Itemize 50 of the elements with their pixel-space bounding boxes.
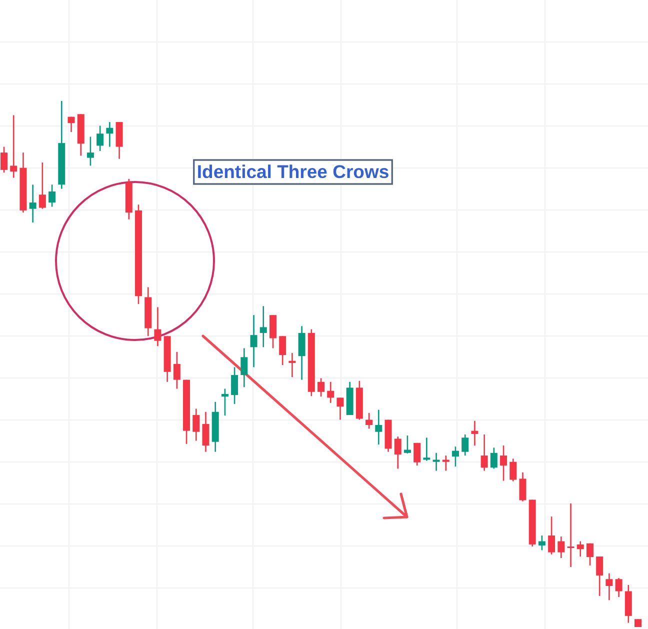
candlestick [462,434,469,456]
candlestick [615,577,622,598]
candlestick [279,335,286,366]
candlestick [548,516,556,556]
candlestick [366,412,373,430]
candlestick [269,314,276,349]
candlestick [173,351,180,390]
candlestick [490,446,498,470]
candlestick [48,184,56,208]
candlestick [423,436,430,462]
candlestick [500,444,508,482]
candlestick [452,446,459,468]
candlestick [29,184,36,224]
candlestick [106,121,114,148]
candlestick [240,348,248,388]
candlestick [442,454,450,472]
candlestick [432,452,440,472]
candlestick [10,114,18,178]
candlestick [596,556,604,597]
candlestick [192,408,200,442]
candlestick [471,420,478,446]
candlestick [318,378,324,398]
candlestick [288,352,296,378]
candlestick [586,542,594,566]
candlestick [510,458,517,482]
candlestick [96,125,104,152]
candlestick [606,572,613,601]
candlestick [576,540,584,558]
candlestick [538,534,546,551]
candlestick [558,536,565,559]
candlestick [519,472,526,502]
candlestick [375,409,382,446]
candlestick [0,146,8,174]
candlestick [86,136,94,166]
candlestick [202,411,210,452]
candlestick [567,502,574,568]
candlestick [154,306,162,347]
candlestick [38,162,46,210]
candlestick [298,325,306,380]
candlestick [221,388,228,416]
candlestick [480,434,488,472]
candlestick [394,436,402,470]
candlestick [260,305,267,348]
candlestick [414,442,421,466]
candlestick [404,434,411,454]
candlestick [231,366,238,405]
candlestick [327,381,334,404]
candlestick [68,116,75,133]
candlestick [336,397,344,420]
candlestick [250,314,258,368]
